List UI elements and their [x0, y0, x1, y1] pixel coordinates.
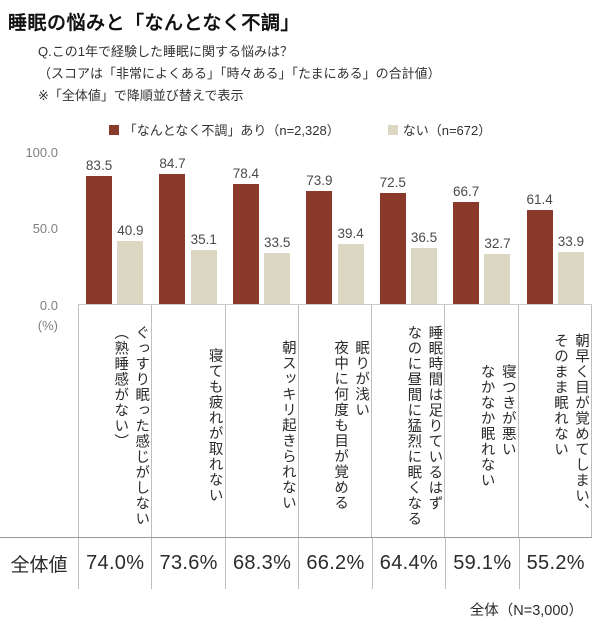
bar-column: 40.9	[117, 152, 143, 304]
bar-column: 35.1	[191, 152, 217, 304]
bar-nai	[337, 243, 364, 304]
summary-value: 59.1%	[445, 538, 518, 589]
bar-group: 73.9 39.4	[298, 152, 371, 304]
category-label: 朝スッキリ起きられない	[224, 305, 298, 537]
bar-column: 32.7	[484, 152, 511, 304]
summary-value: 73.6%	[151, 538, 224, 589]
bar-value-label: 35.1	[190, 232, 217, 248]
category-label: 寝ても疲れが取れない	[151, 305, 224, 537]
bar-ari	[306, 190, 333, 304]
bar-value-label: 40.9	[117, 223, 144, 239]
bar-group: 84.7 35.1	[151, 152, 224, 304]
bar-nai	[190, 250, 217, 304]
subtitle-score-note: （スコアは「非常によくある」「時々ある」「たまにある」の合計値）	[38, 66, 441, 81]
summary-value: 66.2%	[298, 538, 371, 589]
footer-note: 全体（N=3,000）	[469, 603, 583, 619]
legend-item-nai: ない（n=672）	[387, 120, 492, 139]
bar-column: 33.5	[264, 152, 290, 304]
bar-column: 36.5	[411, 152, 437, 304]
bar-nai	[264, 252, 291, 304]
subtitle-sort-note: ※「全体値」で降順並び替えで表示	[38, 88, 244, 103]
bar-column: 39.4	[337, 152, 364, 304]
bar-group: 83.5 40.9	[78, 152, 151, 304]
bar-nai	[557, 252, 584, 304]
y-axis-tick-50: 50.0	[32, 221, 58, 236]
bar-ari	[453, 201, 480, 304]
bar-ari	[379, 193, 406, 304]
bar-value-label: 73.9	[306, 172, 333, 188]
bar-ari	[86, 176, 113, 304]
bar-value-label: 33.5	[264, 234, 291, 250]
bar-group: 72.5 36.5	[372, 152, 445, 304]
bar-column: 83.5	[86, 152, 112, 304]
bar-column: 33.9	[558, 152, 584, 304]
bar-value-label: 83.5	[85, 158, 113, 174]
summary-value: 64.4%	[371, 538, 445, 589]
bar-value-label: 78.4	[232, 166, 260, 181]
legend-swatch-nai-icon	[387, 124, 398, 135]
legend-label-ari: 「なんとなく不調」あり（n=2,328）	[123, 123, 340, 138]
category-label: 眠りが浅い 夜中に何度も目が覚める	[297, 305, 371, 537]
bar-value-label: 84.7	[159, 156, 186, 172]
legend: 「なんとなく不調」あり（n=2,328） ない（n=672）	[0, 120, 600, 139]
bar-column: 72.5	[380, 152, 406, 304]
legend-swatch-ari-icon	[108, 124, 119, 135]
chart: 100.0 50.0 0.0 (%) 83.5 40.9 84.7 35.1 78.4 3…	[0, 145, 600, 333]
category-label: 朝早く目が覚めてしまい、 そのまま眠れない	[517, 305, 591, 537]
summary-value: 74.0%	[78, 538, 151, 589]
category-label: ぐっすり眠った感じがしない （熟睡感がない）	[78, 305, 151, 537]
summary-value: 55.2%	[518, 538, 592, 589]
bar-column: 66.7	[453, 152, 479, 304]
y-axis-tick-100: 100.0	[25, 145, 58, 160]
bar-value-label: 36.5	[410, 230, 438, 246]
legend-item-ari: 「なんとなく不調」あり（n=2,328）	[108, 120, 340, 139]
category-label: 寝つきが悪い なかなか眠れない	[444, 305, 517, 537]
bar-column: 73.9	[306, 152, 332, 304]
bar-column: 78.4	[233, 152, 259, 304]
bar-ari	[159, 174, 186, 304]
bar-value-label: 39.4	[337, 225, 364, 241]
bar-value-label: 32.7	[484, 236, 511, 251]
legend-label-nai: ない（n=672）	[402, 123, 492, 138]
subtitle-question: Q.この1年で経験した睡眠に関する悩みは？	[38, 44, 293, 59]
page-title: 睡眠の悩みと「なんとなく不調」	[8, 13, 300, 34]
bar-group: 66.7 32.7	[445, 152, 518, 304]
bar-value-label: 61.4	[526, 192, 553, 208]
bar-value-label: 72.5	[379, 175, 406, 191]
summary-value: 68.3%	[224, 538, 298, 589]
bar-nai	[117, 241, 144, 304]
subtitle-block: Q.この1年で経験した睡眠に関する悩みは？ （スコアは「非常によくある」「時々あ…	[38, 41, 600, 107]
bar-column: 61.4	[526, 152, 553, 304]
bar-value-label: 66.7	[453, 183, 480, 199]
category-label: 睡眠時間は足りているはず なのに昼間に猛烈に眠くなる	[371, 305, 444, 537]
bar-nai	[484, 254, 511, 304]
bar-group: 78.4 33.5	[225, 152, 298, 304]
bar-ari	[232, 184, 259, 304]
bar-nai	[411, 248, 438, 304]
y-axis-unit: (%)	[37, 318, 58, 333]
category-table: ぐっすり眠った感じがしない （熟睡感がない） 寝ても疲れが取れない 朝スッキリ起きら…	[78, 305, 592, 537]
summary-row: 全体値 74.0% 73.6% 68.3% 66.2% 64.4% 59.1% 55.2%	[0, 537, 592, 589]
y-axis-tick-0: 0.0	[39, 298, 58, 313]
bar-value-label: 33.9	[557, 234, 585, 250]
summary-row-header: 全体値	[10, 555, 68, 576]
bar-column: 84.7	[159, 152, 186, 304]
plot-area: 83.5 40.9 84.7 35.1 78.4 33.5 73.9 39.4 72.5 36.5…	[78, 152, 592, 305]
bar-ari	[526, 210, 553, 304]
bar-group: 61.4 33.9	[519, 152, 592, 304]
